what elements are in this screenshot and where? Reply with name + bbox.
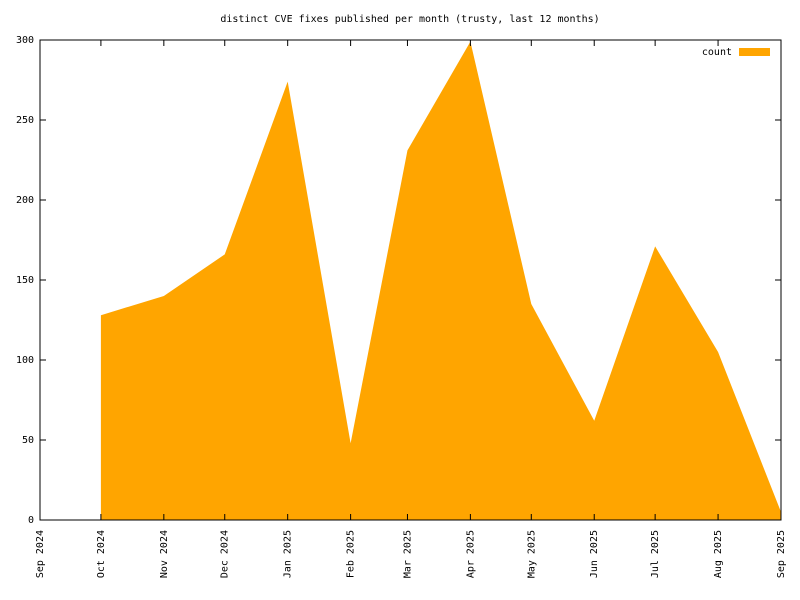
y-tick-label: 200 — [16, 195, 34, 206]
x-tick-label: Apr 2025 — [465, 530, 476, 578]
y-tick-label: 300 — [16, 35, 34, 46]
y-tick-label: 100 — [16, 355, 34, 366]
y-tick-label: 250 — [16, 115, 34, 126]
x-tick-label: Oct 2024 — [96, 530, 107, 578]
x-tick-label: Jul 2025 — [650, 530, 661, 578]
x-tick-label: Feb 2025 — [346, 530, 357, 578]
x-tick-label: Aug 2025 — [713, 530, 724, 578]
x-tick-label: Sep 2025 — [776, 530, 787, 578]
legend-swatch — [739, 48, 770, 56]
y-tick-label: 0 — [28, 515, 34, 526]
x-tick-label: Nov 2024 — [159, 530, 170, 578]
x-tick-label: Jun 2025 — [589, 530, 600, 578]
x-tick-label: May 2025 — [526, 530, 537, 578]
y-tick-label: 50 — [22, 435, 34, 446]
chart-title: distinct CVE fixes published per month (… — [220, 14, 599, 25]
x-tick-label: Mar 2025 — [402, 530, 413, 578]
x-tick-label: Jan 2025 — [283, 530, 294, 578]
x-tick-label: Sep 2024 — [35, 530, 46, 578]
area — [100, 41, 781, 520]
x-tick-label: Dec 2024 — [220, 530, 231, 578]
legend-label: count — [702, 47, 732, 58]
y-tick-label: 150 — [16, 275, 34, 286]
